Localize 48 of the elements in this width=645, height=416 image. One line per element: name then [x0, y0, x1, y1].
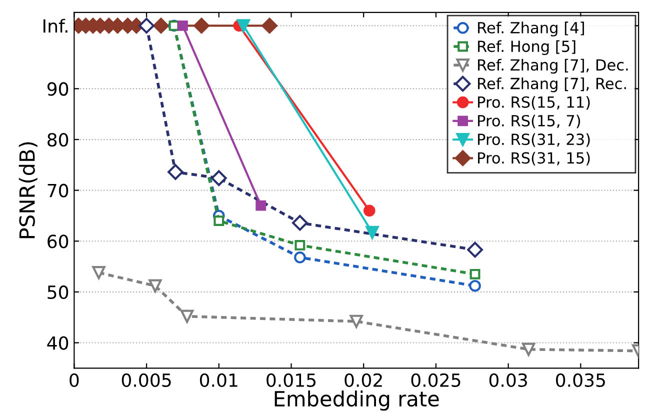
legend-label: Pro. RS(15, 11): [478, 96, 590, 110]
point: [92, 266, 106, 280]
legend-label: Ref. Zhang [7], Rec.: [478, 77, 626, 92]
legend-label: Pro. RS(31, 23): [478, 133, 590, 147]
point: [210, 170, 227, 186]
y-tick-label: 50: [48, 285, 68, 300]
legend-label: Ref. Zhang [4]: [478, 22, 584, 36]
x-axis-title: Embedding rate: [274, 390, 439, 411]
point: [292, 214, 308, 231]
y-tick-label: 60: [48, 234, 68, 248]
point: [236, 19, 250, 32]
x-tick-label: 0.01: [200, 373, 238, 387]
x-tick-label: 0: [70, 373, 79, 387]
point: [366, 226, 379, 240]
point: [256, 200, 266, 211]
y-axis-title: PSNR(dB): [18, 142, 38, 238]
y-tick-label: Inf.: [44, 18, 68, 33]
point: [168, 164, 184, 180]
x-tick-label: 0.03: [489, 373, 527, 387]
point: [148, 279, 162, 292]
point: [262, 18, 278, 34]
point: [294, 240, 306, 250]
legend-label: Ref. Zhang [7], Dec.: [478, 58, 628, 74]
legend-label: Pro. RS(31, 15): [478, 152, 590, 166]
point: [470, 268, 480, 280]
point: [363, 204, 376, 217]
x-tick-label: 0.02: [344, 373, 382, 387]
y-tick-label: 70: [48, 184, 68, 198]
x-tick-label: 0.005: [122, 373, 171, 387]
legend-label: Ref. Hong [5]: [478, 40, 576, 56]
point: [180, 310, 194, 323]
x-tick-label: 0.035: [556, 373, 605, 387]
point: [138, 18, 154, 34]
point: [214, 216, 224, 226]
point: [177, 20, 188, 31]
y-tick-label: 90: [47, 82, 68, 96]
point: [194, 18, 210, 34]
point: [469, 280, 481, 292]
point: [350, 314, 363, 328]
x-tick-label: 0.025: [411, 373, 460, 387]
point: [522, 342, 536, 356]
legend-label: Pro. RS(15, 7): [478, 114, 580, 128]
x-tick-label: 0.015: [266, 373, 316, 387]
y-tick-label: 40: [47, 336, 68, 350]
point: [294, 251, 306, 264]
point: [467, 242, 483, 258]
y-tick-label: 80: [48, 132, 68, 147]
point: [153, 18, 169, 34]
